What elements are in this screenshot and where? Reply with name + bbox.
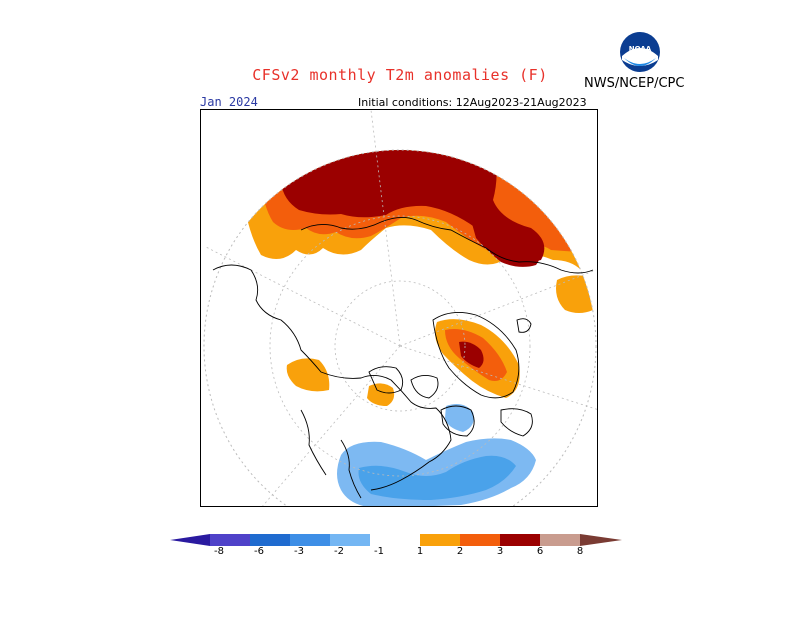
anomaly-weak-warm-alaska <box>286 358 330 392</box>
anomaly-strong-warm-greenland <box>459 341 484 368</box>
colorbar-cell <box>370 534 420 546</box>
colorbar-cell <box>540 534 580 546</box>
initial-conditions: Initial conditions: 12Aug2023-21Aug2023 <box>358 96 587 109</box>
colorbar-cell <box>290 534 330 546</box>
anomaly-cold-north-america-strong <box>358 455 516 500</box>
colorbar-cell <box>330 534 370 546</box>
colorbar-tick: 1 <box>416 546 424 557</box>
colorbar-tick: -8 <box>214 546 224 557</box>
valid-month: Jan 2024 <box>200 95 258 109</box>
colorbar-cell <box>460 534 500 546</box>
logo-text: NOAA <box>629 45 652 53</box>
anomaly-strong-warm-siberia-east <box>471 214 541 267</box>
agency-label: NWS/NCEP/CPC <box>584 76 685 91</box>
colorbar-tick: 6 <box>536 546 544 557</box>
colorbar-tick: -3 <box>294 546 304 557</box>
colorbar-cell <box>210 534 250 546</box>
anomaly-weak-warm-scandinavia <box>556 275 593 313</box>
coastlines <box>212 217 594 499</box>
colorbar-tick: 8 <box>576 546 584 557</box>
colorbar-cell <box>250 534 290 546</box>
anomaly-cold-hudson <box>445 404 474 432</box>
graticule <box>203 110 597 506</box>
colorbar-cell <box>420 534 460 546</box>
colorbar-cell <box>500 534 540 546</box>
colorbar-arrow-right <box>580 534 622 546</box>
colorbar-tick: -1 <box>374 546 384 557</box>
colorbar-tick: 2 <box>456 546 464 557</box>
map-disk-boundary <box>203 149 597 506</box>
color-bar <box>170 532 630 551</box>
polar-map <box>200 109 598 507</box>
anomaly-weak-warm-canada-small <box>367 383 395 406</box>
colorbar-tick: 3 <box>496 546 504 557</box>
colorbar-tick: -6 <box>254 546 264 557</box>
chart-title: CFSv2 monthly T2m anomalies (F) <box>252 66 548 84</box>
colorbar-tick: -2 <box>334 546 344 557</box>
noaa-logo: NOAA <box>618 30 662 78</box>
colorbar-arrow-left <box>170 534 210 546</box>
